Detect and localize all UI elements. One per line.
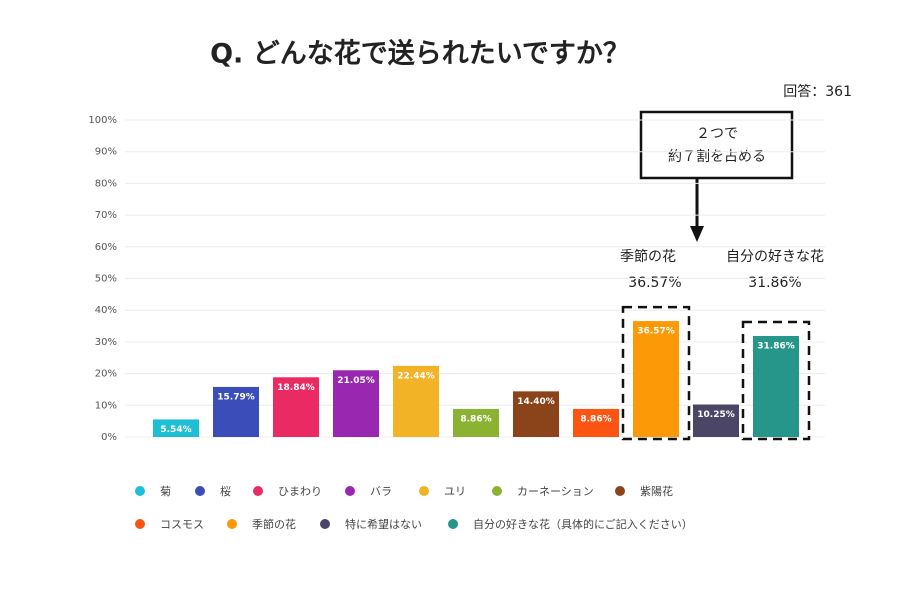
annotation: 自分の好きな花 [726,249,824,265]
value-label: 15.79% [217,392,255,402]
arrow-head [690,226,704,242]
y-tick-label: 50% [95,274,117,285]
legend-swatch [227,519,237,529]
legend-label: 紫陽花 [640,485,673,498]
bar [753,336,799,437]
y-tick-label: 40% [95,305,117,316]
legend-label: 菊 [160,485,171,498]
legend-swatch [253,486,263,496]
highlight-box [621,305,691,441]
bar [693,404,739,437]
legend-label: ひまわり [278,485,322,498]
legend-label: 特に希望はない [345,517,422,531]
annotation: 36.57% [628,275,681,291]
legend-swatch [448,519,458,529]
legend-label: ユリ [444,485,466,498]
legend-label: 季節の花 [252,517,296,531]
legend-swatch [135,519,145,529]
legend-label: コスモス [160,518,204,531]
y-tick-label: 100% [88,115,117,126]
y-tick-label: 80% [95,178,117,189]
legend-swatch [615,486,625,496]
bar [393,365,439,437]
callout-box [639,110,794,180]
legend-swatch [345,486,355,496]
value-label: 8.86% [460,414,491,424]
y-tick-label: 10% [95,400,117,411]
callout-text: 約７割を占める [668,148,766,165]
bar [453,408,499,437]
bar [333,370,379,437]
legend-label: 桜 [220,484,231,498]
value-label: 18.84% [277,383,315,393]
bar [633,321,679,437]
legend-swatch [195,486,205,496]
annotation: 季節の花 [620,248,676,265]
y-tick-label: 90% [95,147,117,158]
value-label: 10.25% [697,410,735,420]
value-label: 8.86% [580,414,611,424]
y-tick-label: 0% [101,432,117,443]
value-label: 5.54% [160,425,191,435]
value-label: 14.40% [517,397,555,407]
legend-label: カーネーション [517,485,594,498]
value-label: 31.86% [757,342,795,352]
bar [273,377,319,437]
response-count: 回答：361 [783,83,852,100]
value-label: 22.44% [397,371,435,381]
bar [513,391,559,437]
y-tick-label: 70% [95,210,117,221]
bar [573,408,619,437]
annotation: 31.86% [748,275,801,291]
y-tick-label: 20% [95,369,117,380]
legend-swatch [135,486,145,496]
legend-label: 自分の好きな花（具体的にご記入ください） [473,517,693,531]
legend-swatch [419,486,429,496]
highlight-box [741,320,811,441]
chart-title: Q. どんな花で送られたいですか？ [210,39,630,70]
callout-text: ２つで [696,126,738,142]
y-tick-label: 30% [95,337,117,348]
bar [213,386,259,437]
y-tick-label: 60% [95,242,117,253]
legend-label: バラ [370,485,392,498]
value-label: 36.57% [637,327,675,337]
bar [153,419,199,437]
legend-swatch [320,519,330,529]
value-label: 21.05% [337,376,375,386]
legend-swatch [492,486,502,496]
